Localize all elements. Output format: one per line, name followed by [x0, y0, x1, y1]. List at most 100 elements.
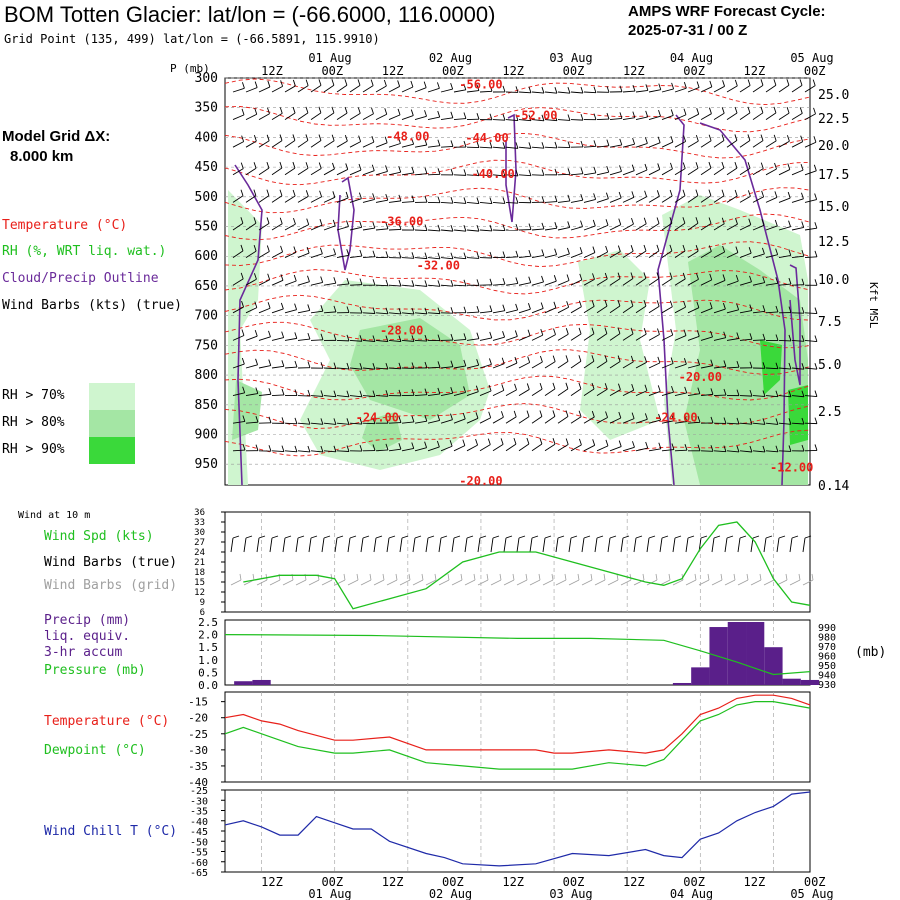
wind-barb [752, 422, 765, 425]
wind-barb [466, 311, 480, 314]
wind-barb [596, 417, 608, 424]
grid-wind-barb [737, 579, 749, 586]
wind-barb-flag [292, 189, 296, 197]
wind-barb-flag [346, 362, 350, 370]
wind-barb-flag [749, 333, 753, 340]
wind-barb-flag [695, 245, 699, 252]
wind-barb [687, 195, 699, 203]
true-wind-barb [490, 537, 494, 553]
wind-barb [245, 140, 257, 148]
wind-barb-flag [476, 279, 480, 286]
wind-barb-flag [358, 163, 362, 171]
wind-barb-flag [762, 390, 766, 397]
wind-barb-flag [632, 441, 635, 448]
wind-barb [687, 250, 699, 258]
wind-barb-flag [670, 357, 674, 364]
rh80-area [350, 318, 470, 420]
grid-wind-barb [256, 579, 268, 586]
wind-barb [531, 228, 544, 231]
wind-barb-flag [333, 334, 337, 341]
wind-barb [310, 253, 323, 259]
wind-barb [232, 222, 244, 231]
wind-barb-flag [669, 189, 673, 197]
wind-barb-flag [463, 197, 467, 204]
top-hour-label: 12Z [261, 64, 283, 78]
wind-barb [583, 388, 595, 396]
top-date-label: 02 Aug [429, 51, 472, 65]
wind-barb [791, 367, 804, 370]
wind-barb-flag [372, 250, 376, 257]
wind-barb-flag [528, 114, 532, 121]
wind-barb [414, 284, 427, 287]
wind-barb [596, 388, 608, 396]
wind-barb [700, 140, 712, 148]
wind-barb [648, 142, 661, 148]
grid-wind-barb [269, 579, 281, 586]
wind-barb-flag [253, 162, 257, 169]
precip-bar [234, 681, 253, 685]
wind-barb [570, 173, 583, 176]
wind-barb-flag [331, 134, 335, 141]
rh90-label: RH > 90% [2, 442, 65, 457]
wind-barb-flag [554, 222, 558, 229]
wind-barb [323, 84, 335, 93]
wind-barb [284, 280, 297, 286]
wind-barb [635, 333, 647, 341]
wind-barb [518, 255, 531, 259]
wind-barb-flag [723, 445, 727, 452]
wind-barb-flag [541, 142, 545, 149]
wind-barb [349, 112, 361, 120]
wind-barb [739, 281, 752, 286]
wind-barb [609, 144, 622, 148]
temperature-contour-label: -56.00 [459, 78, 502, 92]
wind-barb [700, 307, 713, 314]
wind-barb-flag [671, 82, 675, 90]
wind-barb-flag [566, 301, 570, 308]
wind-barb-flag [592, 439, 596, 446]
wind-barb [401, 172, 414, 176]
wind-barb-flag [605, 411, 608, 418]
wind-barb-flag [437, 387, 441, 395]
wind-barb [232, 306, 244, 314]
pressure-tick-label-right: 950 [818, 661, 836, 672]
wind-barb-flag [359, 363, 363, 370]
wind-barb-flag [437, 224, 441, 232]
wind-barb-flag [307, 389, 311, 397]
grid-wind-barb-flag [759, 573, 762, 581]
wind-speed-tick-label: 9 [200, 598, 205, 608]
wind-barb-flag [801, 444, 805, 452]
wind-barb [349, 169, 362, 176]
grid-wind-barb-flag [408, 573, 411, 581]
wind-barb-flag [463, 140, 467, 148]
top-hour-label: 00Z [563, 64, 585, 78]
wind-barb-flag [800, 164, 804, 171]
wind-barb [687, 278, 699, 286]
wind-barb [232, 168, 244, 176]
true-wind-barb-flag [609, 535, 617, 539]
wind-barb-flag [788, 306, 792, 313]
wind-barb-flag [450, 111, 454, 118]
wind-barb [336, 112, 348, 120]
cloud-outline [234, 164, 263, 486]
grid-wind-barb-flag [252, 573, 255, 581]
wind-barb-flag [359, 390, 363, 397]
wind-barb [804, 141, 817, 148]
temperature-tick-label: -30 [188, 744, 208, 757]
wind-barb-flag [708, 161, 712, 169]
wind-barb [635, 447, 648, 452]
wind-barb [648, 278, 660, 286]
wind-barb [492, 363, 505, 369]
wind-barb-flag [320, 362, 324, 369]
true-wind-barb-flag [297, 535, 305, 539]
wind-barb-flag [397, 137, 401, 144]
wind-barb-flag [489, 85, 493, 92]
wind-barb-flag [592, 273, 595, 280]
wind-barb-flag [424, 110, 427, 117]
wind-barb [232, 421, 245, 424]
true-wind-barb-flag [544, 535, 552, 539]
wind-barb [440, 392, 453, 397]
wind-barb [258, 223, 270, 231]
temperature-contour [224, 403, 811, 429]
wind-barb-flag [723, 331, 727, 338]
wind-barb [752, 196, 764, 203]
